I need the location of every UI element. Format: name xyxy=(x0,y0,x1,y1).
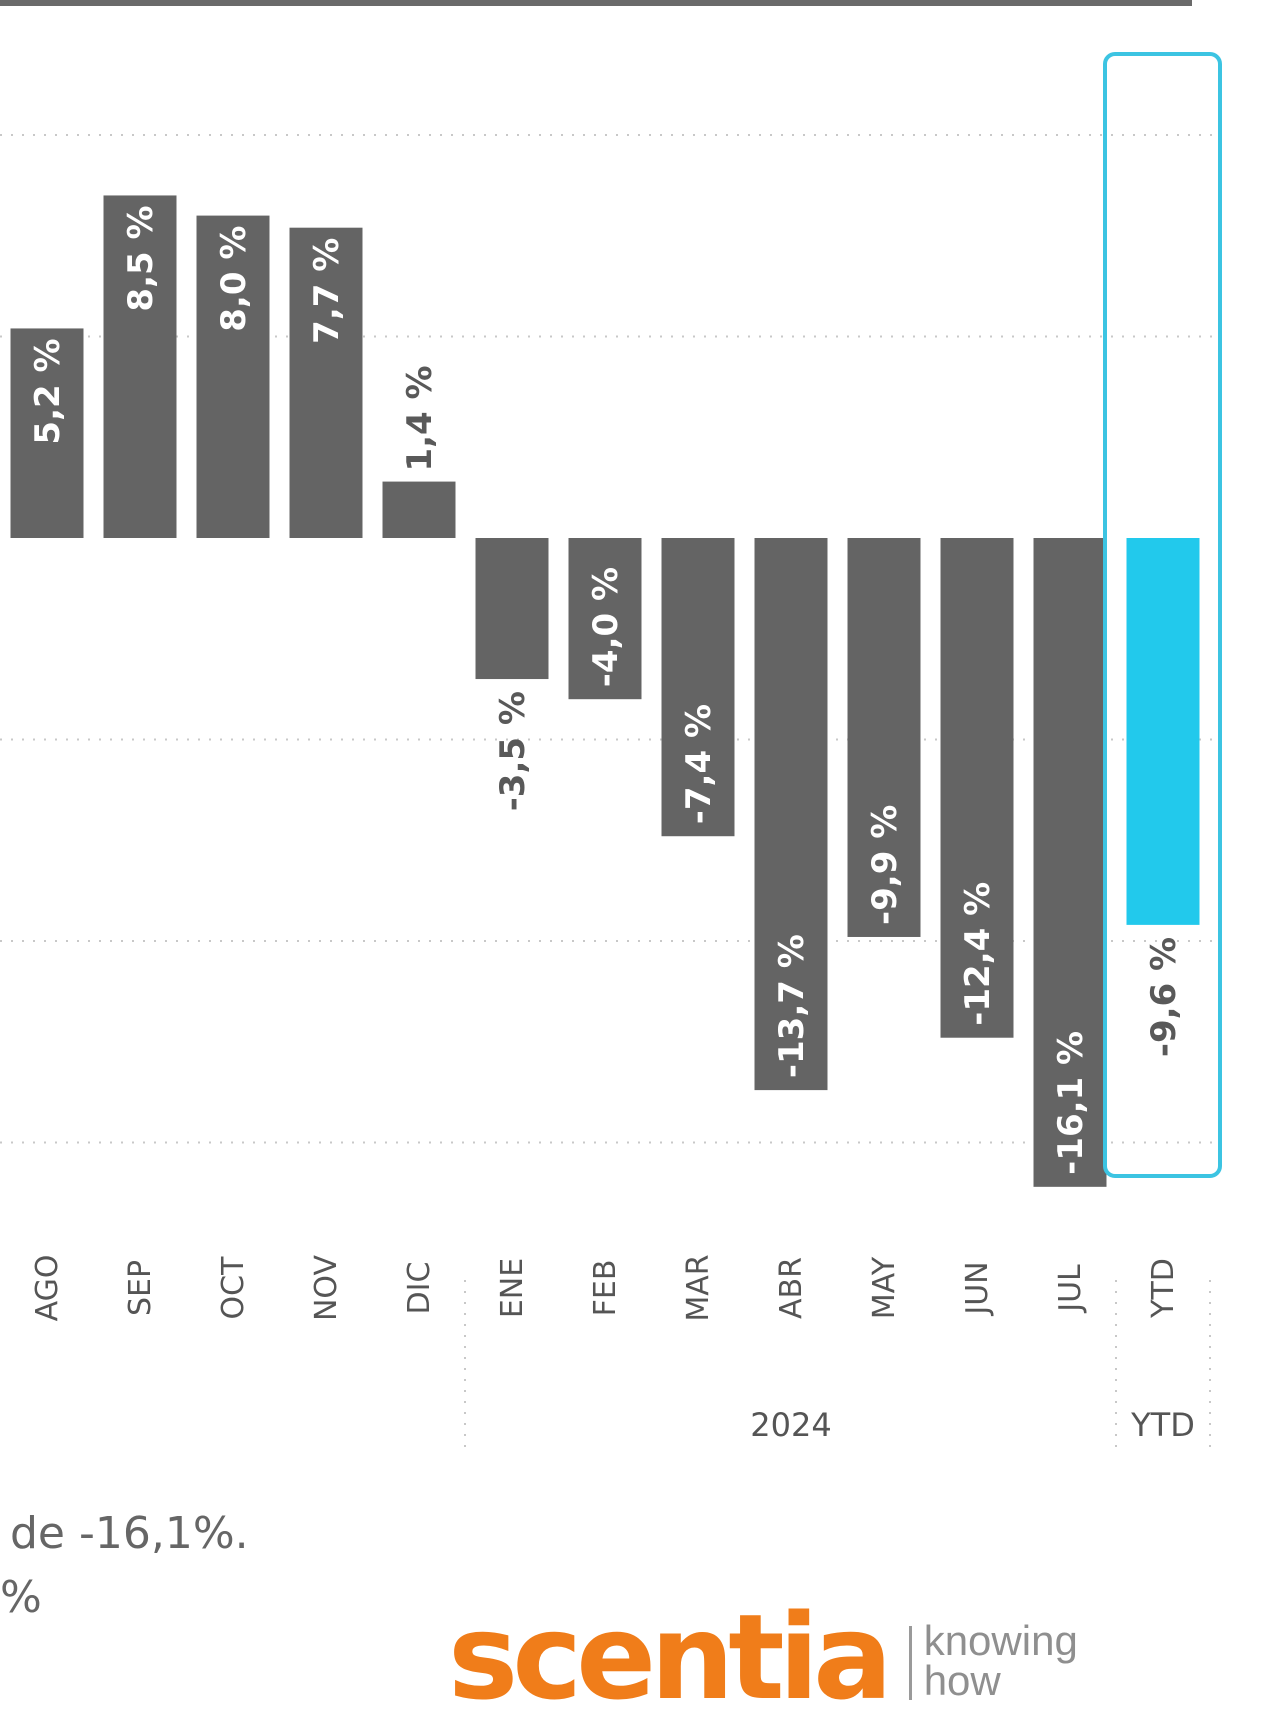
bar-feb xyxy=(568,538,642,700)
category-label-abr: ABR xyxy=(774,1257,809,1319)
category-label-feb: FEB xyxy=(588,1260,623,1317)
value-label-jun: -12,4 % xyxy=(958,882,998,1026)
value-label-dic: 1,4 % xyxy=(400,365,440,471)
category-label-jul: JUL xyxy=(1053,1264,1088,1314)
category-label-may: MAY xyxy=(867,1256,902,1319)
bar-ytd xyxy=(1126,538,1200,925)
bar-dic xyxy=(382,481,456,538)
value-label-sep: 8,5 % xyxy=(121,205,161,311)
category-label-jun: JUN xyxy=(960,1261,995,1316)
value-label-jul: -16,1 % xyxy=(1051,1031,1091,1175)
highlight-box xyxy=(1103,52,1222,1178)
value-label-nov: 7,7 % xyxy=(307,238,347,344)
x-axis: AGO SEP OCT NOV DIC ENE FEB MAR ABR MAY JUN JUL YTD 2… xyxy=(30,1254,1211,1455)
logo-tagline: knowing how xyxy=(923,1617,1078,1704)
bars xyxy=(10,52,1222,1187)
value-labels: 5,2 % 8,5 % 8,0 % 7,7 % 1,4 % -3,5 % -4,0 % -7,… xyxy=(28,205,1184,1174)
value-label-feb: -4,0 % xyxy=(586,567,626,687)
bar-jul xyxy=(1033,538,1107,1187)
bar-ene xyxy=(475,538,549,680)
logo-separator xyxy=(908,1626,912,1700)
value-label-may: -9,9 % xyxy=(865,805,905,925)
category-label-oct: OCT xyxy=(216,1256,251,1320)
bar-ago xyxy=(10,328,84,538)
category-label-nov: NOV xyxy=(309,1255,344,1322)
bar-oct xyxy=(196,215,270,538)
group-label-2024: 2024 xyxy=(750,1406,831,1444)
category-label-ene: ENE xyxy=(495,1258,530,1318)
bar-jun xyxy=(940,538,1014,1038)
bar-mar xyxy=(661,538,735,837)
logo-tagline-line-2: how xyxy=(923,1657,1001,1704)
group-label-ytd: YTD xyxy=(1130,1406,1195,1444)
bar-chart: 5,2 % 8,5 % 8,0 % 7,7 % 1,4 % -3,5 % -4,0 % -7,… xyxy=(0,0,1222,1455)
value-label-abr: -13,7 % xyxy=(772,934,812,1078)
scentia-logo: scentia knowing how xyxy=(448,1598,1078,1716)
caption-text-line-2: % xyxy=(0,1572,42,1623)
logo-wordmark: scentia xyxy=(448,1588,893,1726)
bar-may xyxy=(847,538,921,937)
category-label-ytd: YTD xyxy=(1146,1258,1181,1319)
value-label-ytd: -9,6 % xyxy=(1144,937,1184,1057)
category-label-dic: DIC xyxy=(402,1262,437,1315)
caption-text-line-1: de -16,1%. xyxy=(10,1508,249,1559)
bar-abr xyxy=(754,538,828,1091)
category-label-sep: SEP xyxy=(123,1260,158,1316)
value-label-ago: 5,2 % xyxy=(28,338,68,444)
value-label-ene: -3,5 % xyxy=(493,691,533,811)
value-label-oct: 8,0 % xyxy=(214,226,254,332)
bar-sep xyxy=(103,195,177,538)
bar-nov xyxy=(289,227,363,538)
value-label-mar: -7,4 % xyxy=(679,704,719,824)
category-label-mar: MAR xyxy=(681,1254,716,1321)
category-label-ago: AGO xyxy=(30,1255,65,1322)
logo-tagline-line-1: knowing xyxy=(923,1617,1078,1664)
